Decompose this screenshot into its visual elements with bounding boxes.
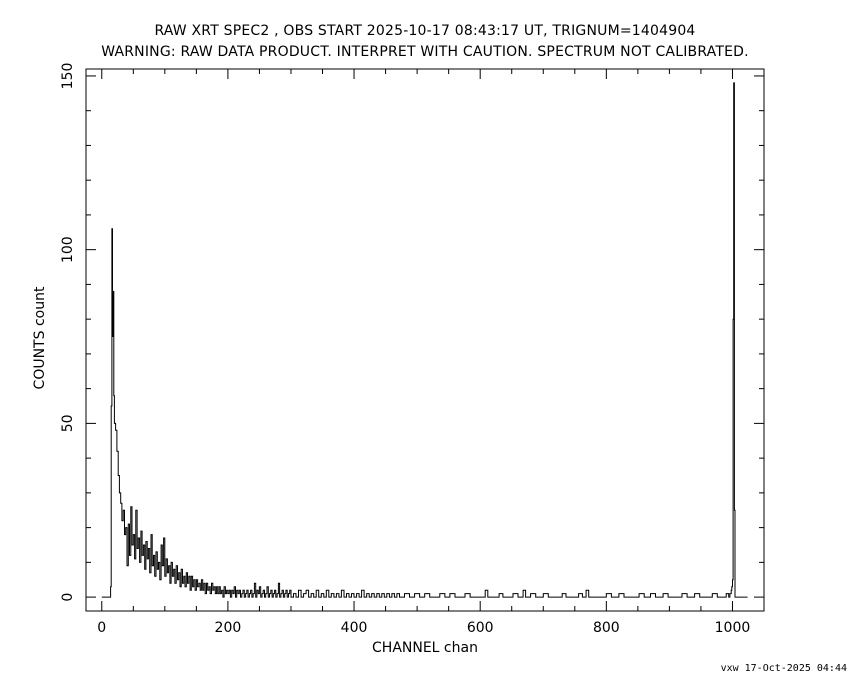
y-tick-label: 150 [60,63,76,90]
x-tick-label: 1000 [715,620,751,636]
chart-subtitle: WARNING: RAW DATA PRODUCT. INTERPRET WIT… [101,44,749,60]
y-tick-label: 0 [60,593,76,602]
plot-frame [85,68,765,612]
x-tick-label: 400 [341,620,368,636]
y-axis-label: COUNTS count [32,286,48,390]
x-tick-label: 0 [97,620,106,636]
x-axis-label: CHANNEL chan [372,640,478,656]
x-tick-label: 600 [467,620,494,636]
series-line [101,82,748,598]
axis-tick-labels: 0 200 400 600 800 1000 0 50 100 150 [60,63,750,636]
axis-ticks [86,69,765,611]
footer-stamp: vxw 17-Oct-2025 04:44 [720,663,847,674]
y-tick-label: 100 [60,236,76,263]
x-tick-label: 200 [215,620,242,636]
x-tick-label: 800 [593,620,620,636]
y-tick-label: 50 [60,414,76,432]
chart-title: RAW XRT SPEC2 , OBS START 2025-10-17 08:… [154,23,696,39]
